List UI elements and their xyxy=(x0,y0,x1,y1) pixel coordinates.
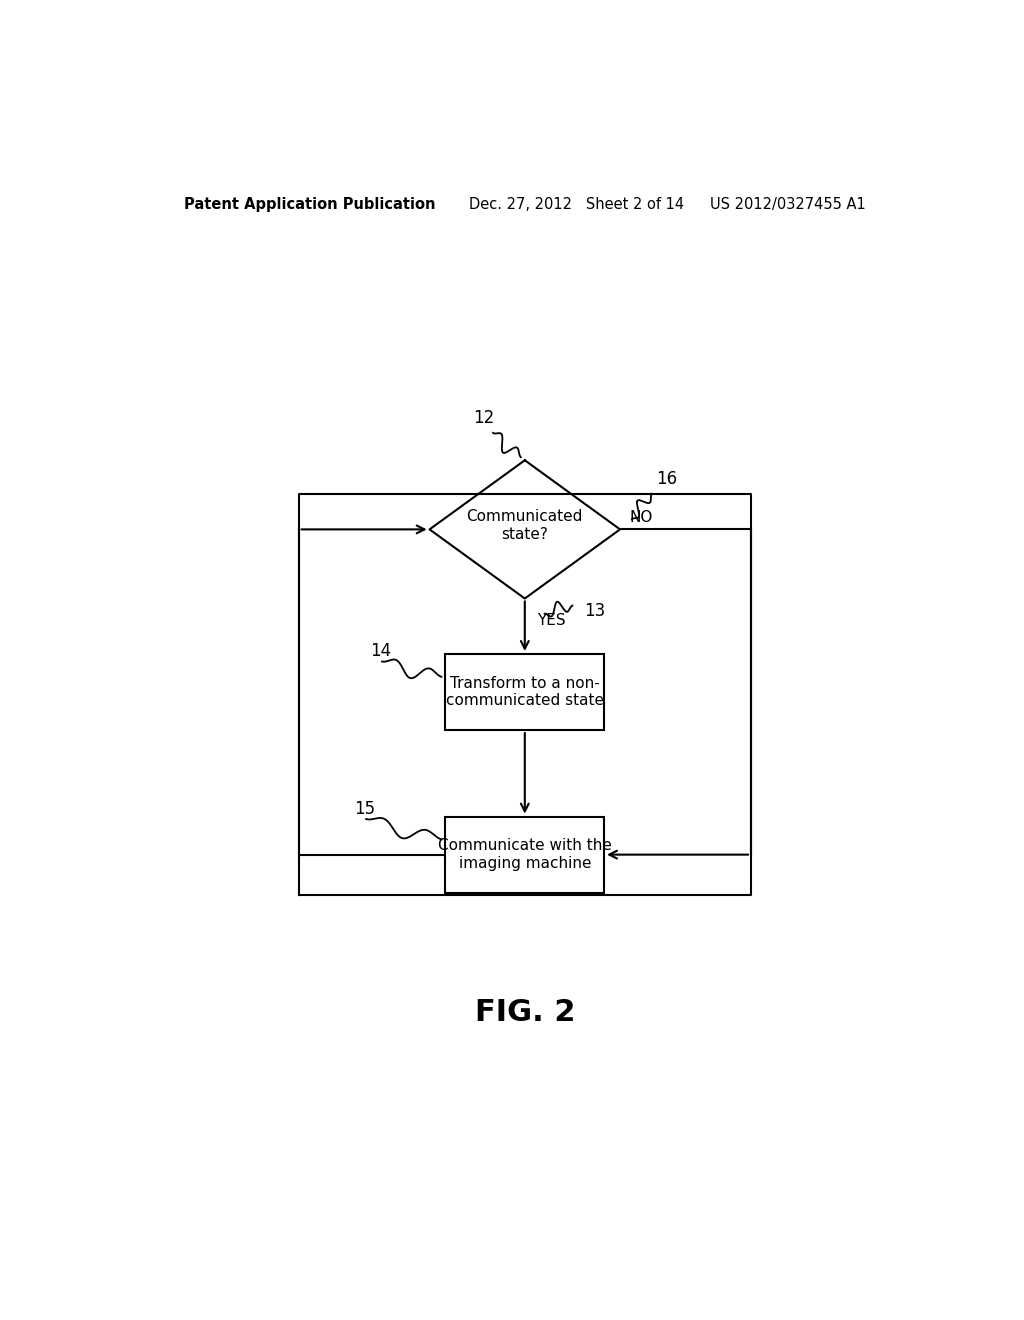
Text: YES: YES xyxy=(537,614,565,628)
Text: 15: 15 xyxy=(354,800,376,818)
Text: Patent Application Publication: Patent Application Publication xyxy=(183,197,435,211)
Text: 14: 14 xyxy=(370,643,391,660)
Text: 16: 16 xyxy=(655,470,677,487)
Text: 13: 13 xyxy=(585,602,605,619)
FancyBboxPatch shape xyxy=(445,817,604,892)
Text: Transform to a non-
communicated state: Transform to a non- communicated state xyxy=(445,676,604,709)
Text: Communicate with the
imaging machine: Communicate with the imaging machine xyxy=(438,838,611,871)
FancyBboxPatch shape xyxy=(445,653,604,730)
Text: US 2012/0327455 A1: US 2012/0327455 A1 xyxy=(711,197,866,211)
Text: Dec. 27, 2012   Sheet 2 of 14: Dec. 27, 2012 Sheet 2 of 14 xyxy=(469,197,684,211)
Text: 12: 12 xyxy=(473,409,495,426)
Text: Communicated
state?: Communicated state? xyxy=(467,510,583,541)
Text: NO: NO xyxy=(630,510,653,524)
Text: FIG. 2: FIG. 2 xyxy=(474,998,575,1027)
